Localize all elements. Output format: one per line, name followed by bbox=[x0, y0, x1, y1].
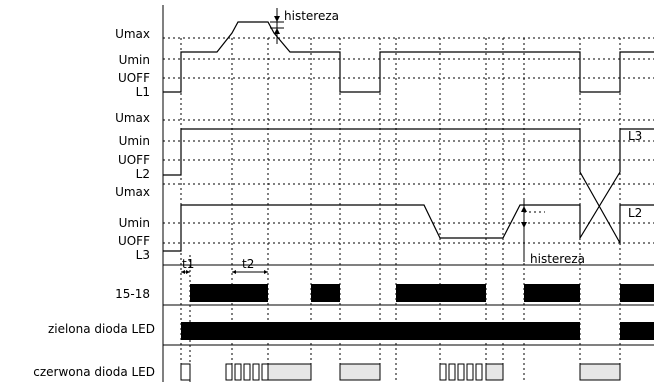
label-uoff-3: UOFF bbox=[118, 234, 150, 248]
label-uoff-2: UOFF bbox=[118, 153, 150, 167]
waveform-l1 bbox=[163, 21, 654, 93]
label-green-led: zielona dioda LED bbox=[48, 322, 155, 336]
waveform-l3 bbox=[163, 128, 654, 252]
hysteresis-label-top: histereza bbox=[284, 9, 339, 23]
label-umax-1: Umax bbox=[115, 27, 150, 41]
green-led-bar bbox=[181, 322, 654, 340]
level-gridlines bbox=[163, 37, 654, 244]
t1-label: t1 bbox=[182, 257, 194, 271]
label-umin-2: Umin bbox=[119, 134, 150, 148]
red-led-pulses bbox=[180, 363, 621, 381]
label-umin-1: Umin bbox=[119, 53, 150, 67]
t2-label: t2 bbox=[242, 257, 254, 271]
curve-label-l2: L2 bbox=[628, 206, 642, 220]
label-umax-2: Umax bbox=[115, 111, 150, 125]
label-uoff-1: UOFF bbox=[118, 71, 150, 85]
label-relay: 15-18 bbox=[115, 287, 150, 301]
label-umin-3: Umin bbox=[119, 216, 150, 230]
hysteresis-marker-bottom bbox=[521, 200, 545, 262]
hysteresis-label-bottom: histereza bbox=[530, 252, 585, 266]
label-red-led: czerwona dioda LED bbox=[33, 365, 155, 379]
label-umax-3: Umax bbox=[115, 185, 150, 199]
label-line-3: L3 bbox=[136, 248, 150, 262]
label-line-1: L1 bbox=[136, 85, 150, 99]
curve-label-l3: L3 bbox=[628, 129, 642, 143]
label-line-2: L2 bbox=[136, 167, 150, 181]
relay-pulses bbox=[190, 284, 654, 302]
t1-marker bbox=[181, 270, 190, 274]
hysteresis-marker-top bbox=[270, 8, 284, 44]
t2-marker bbox=[232, 270, 268, 274]
waveform-l2 bbox=[163, 128, 654, 246]
